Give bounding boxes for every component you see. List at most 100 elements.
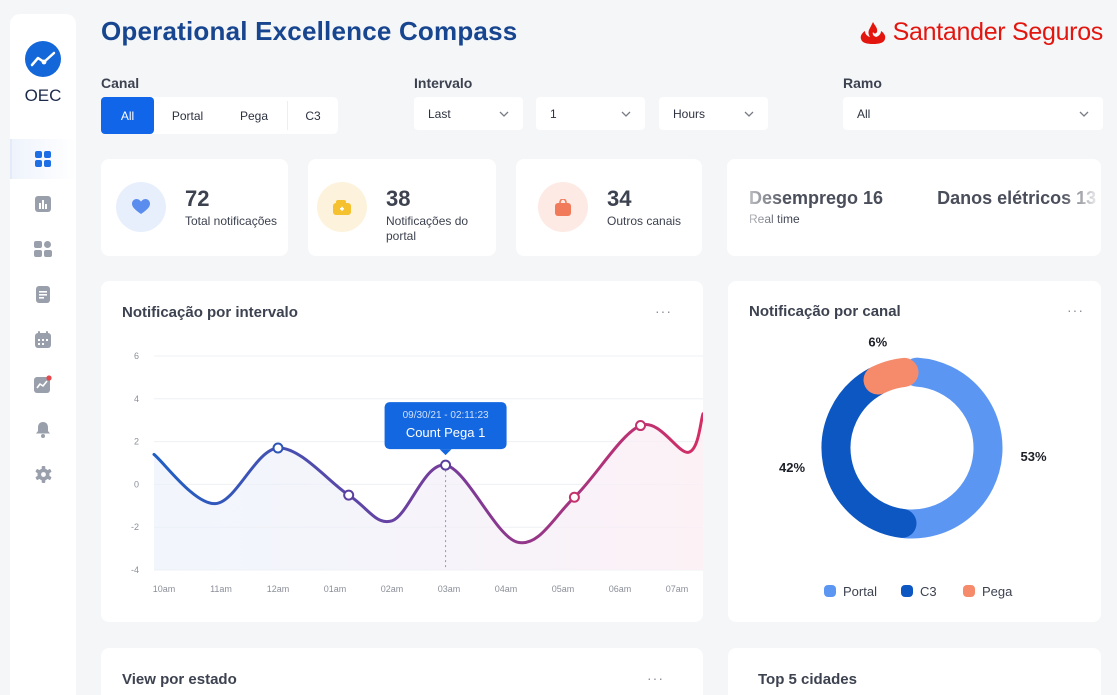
y-tick-label: 6 [134,351,139,361]
donut-slice-c3 [821,366,917,538]
flame-icon [860,21,885,44]
sidebar-item-calendar[interactable] [10,319,76,359]
chevron-down-icon [744,111,754,117]
canal-label: Canal [101,75,140,91]
data-point [272,442,284,454]
gear-icon [35,465,51,483]
sidebar-item-widgets[interactable] [10,229,76,269]
sidebar-item-documents[interactable] [10,274,76,314]
donut-label: 53% [1021,449,1047,464]
x-tick-label: 01am [324,584,347,594]
stat-card-total: 72 Total notificações [101,159,288,256]
state-view-menu-button[interactable]: ··· [647,670,664,686]
data-point [343,489,355,501]
sidebar-item-reports[interactable] [10,184,76,224]
ramo-select[interactable]: All [843,97,1103,130]
stat-total-label: Total notificações [185,214,278,228]
sidebar-item-notifications[interactable] [10,409,76,449]
tooltip-value: Count Pega 1 [406,425,486,440]
widgets-icon [34,241,52,257]
legend-label: Portal [843,584,877,599]
x-tick-label: 04am [495,584,518,594]
legend-swatch [901,585,913,597]
x-tick-label: 06am [609,584,632,594]
x-tick-label: 05am [552,584,575,594]
ticker-track: Desemprego 16 Danos elétricos 13 [749,188,1096,209]
x-tick-label: 03am [438,584,461,594]
ramo-value: All [857,106,871,121]
intervalo-unit-select[interactable]: Hours [659,97,768,130]
x-tick-label: 10am [153,584,176,594]
y-tick-label: 0 [134,479,139,489]
x-tick-label: 12am [267,584,290,594]
intervalo-label: Intervalo [414,75,473,91]
canal-option-all[interactable]: All [101,97,154,134]
bag-icon [538,182,588,232]
donut-label: 42% [779,460,805,475]
legend-label: Pega [982,584,1013,599]
bell-icon [36,421,50,438]
donut-chart-card: Notificação por canal ··· 53% 42% 6% Portal… [728,281,1101,622]
data-point [568,491,580,503]
state-view-title: View por estado [122,671,237,688]
top-cities-card: Top 5 cidades [728,648,1101,695]
stat-outros-value: 34 [607,186,632,211]
brand-suffix: Seguros [1011,18,1103,46]
y-tick-label: -4 [131,565,139,575]
legend-label: C3 [920,584,937,599]
intervalo-mode-select[interactable]: Last [414,97,523,130]
trend-icon [34,375,52,393]
bar-chart-icon [35,196,51,212]
intervalo-mode-value: Last [428,106,451,121]
y-tick-label: -2 [131,522,139,532]
line-chart-title: Notificação por intervalo [122,304,298,321]
sidebar-item-settings[interactable] [10,454,76,494]
state-view-card: View por estado ··· [101,648,703,695]
y-tick-label: 4 [134,394,139,404]
line-chart-card: Notificação por intervalo ··· 6 4 2 0 -2 -4 10… [101,281,703,622]
intervalo-amount-value: 1 [550,106,557,121]
donut-chart: 53% 42% 6% Portal C3 Pega [779,334,1047,599]
y-tick-label: 2 [134,437,139,447]
stat-card-portal: 38 Notificações do portal [308,159,496,256]
donut-chart-menu-button[interactable]: ··· [1067,302,1084,318]
donut-chart-title: Notificação por canal [749,303,901,320]
brand-name: Santander [892,18,1006,46]
x-tick-label: 07am [666,584,689,594]
data-point [635,420,647,432]
donut-slice-portal [890,357,1003,539]
legend-swatch [824,585,836,597]
tooltip-arrow [439,449,452,456]
stat-outros-label: Outros canais [607,214,682,228]
tooltip-date: 09/30/21 - 02:11:23 [403,410,489,421]
intervalo-unit-value: Hours [673,106,706,121]
stat-portal-value: 38 [386,186,411,211]
page-title: Operational Excellence Compass [101,16,518,46]
canal-option-portal[interactable]: Portal [171,108,204,123]
tooltip-box [384,402,507,450]
document-icon [36,285,50,303]
stat-portal-label: Notificações do portal [386,214,469,243]
line-chart-menu-button[interactable]: ··· [655,303,672,319]
sidebar: OEC [10,14,76,695]
ticker-item: Danos elétricos 13 [937,188,1097,208]
chevron-down-icon [621,111,631,117]
donut-label: 6% [868,334,887,349]
legend-swatch [963,585,975,597]
donut-slice-pega [863,357,919,395]
logo-icon[interactable] [25,41,61,77]
segment-divider [287,101,288,130]
chevron-down-icon [1079,111,1089,117]
intervalo-amount-select[interactable]: 1 [536,97,645,130]
sidebar-item-trends[interactable] [10,364,76,404]
canal-segmented-control: All Portal Pega C3 [101,97,338,134]
top-cities-title: Top 5 cidades [758,671,857,688]
line-chart: 6 4 2 0 -2 -4 10am 11am 12am 01am 02am 03am 04am 05am… [131,351,703,594]
logo-text: OEC [24,86,62,105]
canal-option-pega[interactable]: Pega [239,108,269,123]
sidebar-item-dashboard[interactable] [10,139,76,179]
x-tick-label: 02am [381,584,404,594]
heart-icon [116,182,166,232]
canal-option-c3[interactable]: C3 [305,108,321,123]
chevron-down-icon [499,111,509,117]
